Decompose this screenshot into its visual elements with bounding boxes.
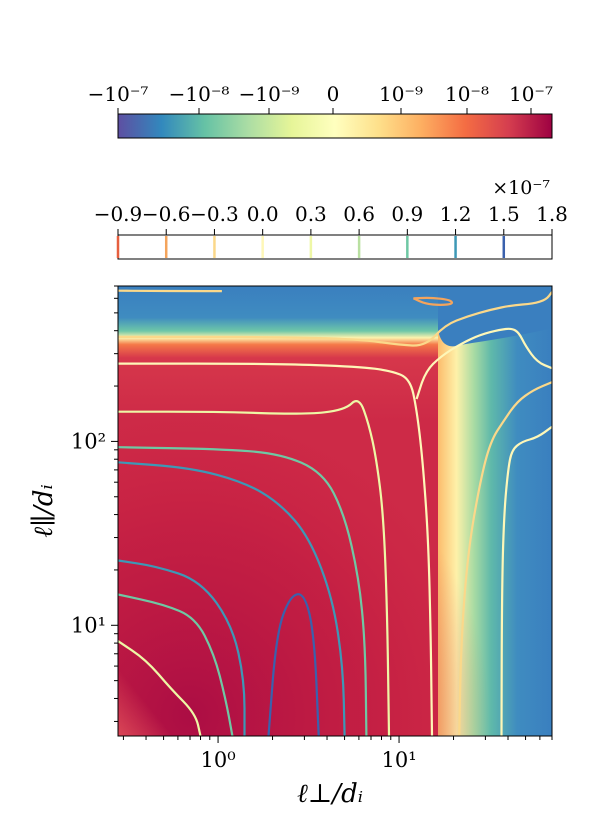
contour-line [118,291,552,347]
colorbar-contours-tick-label: 0.9 [391,202,423,226]
colorbar-contours-tick-label: 1.8 [536,202,568,226]
colorbar-symlog: −10⁻⁷ −10⁻⁸ −10⁻⁹ 0 10⁻⁹ 10⁻⁸ 10⁻⁷ [88,82,553,139]
x-tick-label: 10⁰ [200,748,235,772]
colorbar-symlog-tick-label: −10⁻⁹ [239,82,300,106]
colorbar-contours-box [117,234,553,260]
colorbar-contours-tick-label: 0.3 [295,202,327,226]
plot-frame [117,285,553,737]
contour-line [118,593,234,736]
colorbar-symlog-tick-label: 0 [327,82,340,106]
axis-ticks: 10⁰ 10¹ 10¹ 10² [71,285,553,772]
contour-line [500,425,552,736]
colorbar-contours-levels [116,236,506,258]
y-tick-label: 10² [71,429,106,453]
colorbar-contours-tick-label: −0.9 [94,202,143,226]
contour-line [458,381,552,736]
colorbar-contours-tick-label: −0.3 [190,202,239,226]
colorbar-multiplier: ×10⁻⁷ [492,177,550,199]
contour-line [118,640,202,736]
x-axis-label: ℓ⊥/dᵢ [297,779,363,809]
contour-line [118,461,346,736]
colorbar-symlog-gradient [117,113,553,139]
colorbar-contours-tick-label: −0.6 [142,202,191,226]
contour-line [267,593,320,736]
y-tick-label: 10¹ [71,613,106,637]
colorbar-contours-tick-label: 1.5 [488,202,520,226]
contour-line [118,400,391,736]
contour-line [118,446,368,736]
heatmap-field [118,286,552,736]
colorbar-symlog-ticks: −10⁻⁷ −10⁻⁸ −10⁻⁹ 0 10⁻⁹ 10⁻⁸ 10⁻⁷ [88,82,553,114]
colorbar-contours-tick-label: 1.2 [440,202,472,226]
x-tick-label: 10¹ [381,748,416,772]
colorbar-symlog-tick-label: −10⁻⁷ [88,82,149,106]
colorbar-contours-tick-label: 0.0 [247,202,279,226]
heatmap-plot: 10⁰ 10¹ 10¹ 10² ℓ⊥/dᵢ ℓ∥/dᵢ [29,285,553,809]
colorbar-contours: −0.9 −0.6 −0.3 0.0 0.3 0.6 0.9 1.2 1.5 1.8 ×10⁻⁷ [94,177,568,260]
contour-line [118,362,434,736]
colorbar-symlog-tick-label: 10⁻⁷ [509,82,553,106]
colorbar-symlog-tick-label: 10⁻⁹ [379,82,423,106]
contour-lines [118,289,552,736]
colorbar-symlog-tick-label: −10⁻⁸ [169,82,230,106]
contour-line [118,559,246,736]
contour-line [415,327,552,400]
colorbar-contours-tick-label: 0.6 [343,202,375,226]
heatmap-corner [118,600,228,736]
y-axis-label: ℓ∥/dᵢ [29,484,59,537]
colorbar-contours-ticks: −0.9 −0.6 −0.3 0.0 0.3 0.6 0.9 1.2 1.5 1.8 [94,202,568,235]
contour-line [412,296,454,306]
colorbar-symlog-tick-label: 10⁻⁸ [445,82,489,106]
